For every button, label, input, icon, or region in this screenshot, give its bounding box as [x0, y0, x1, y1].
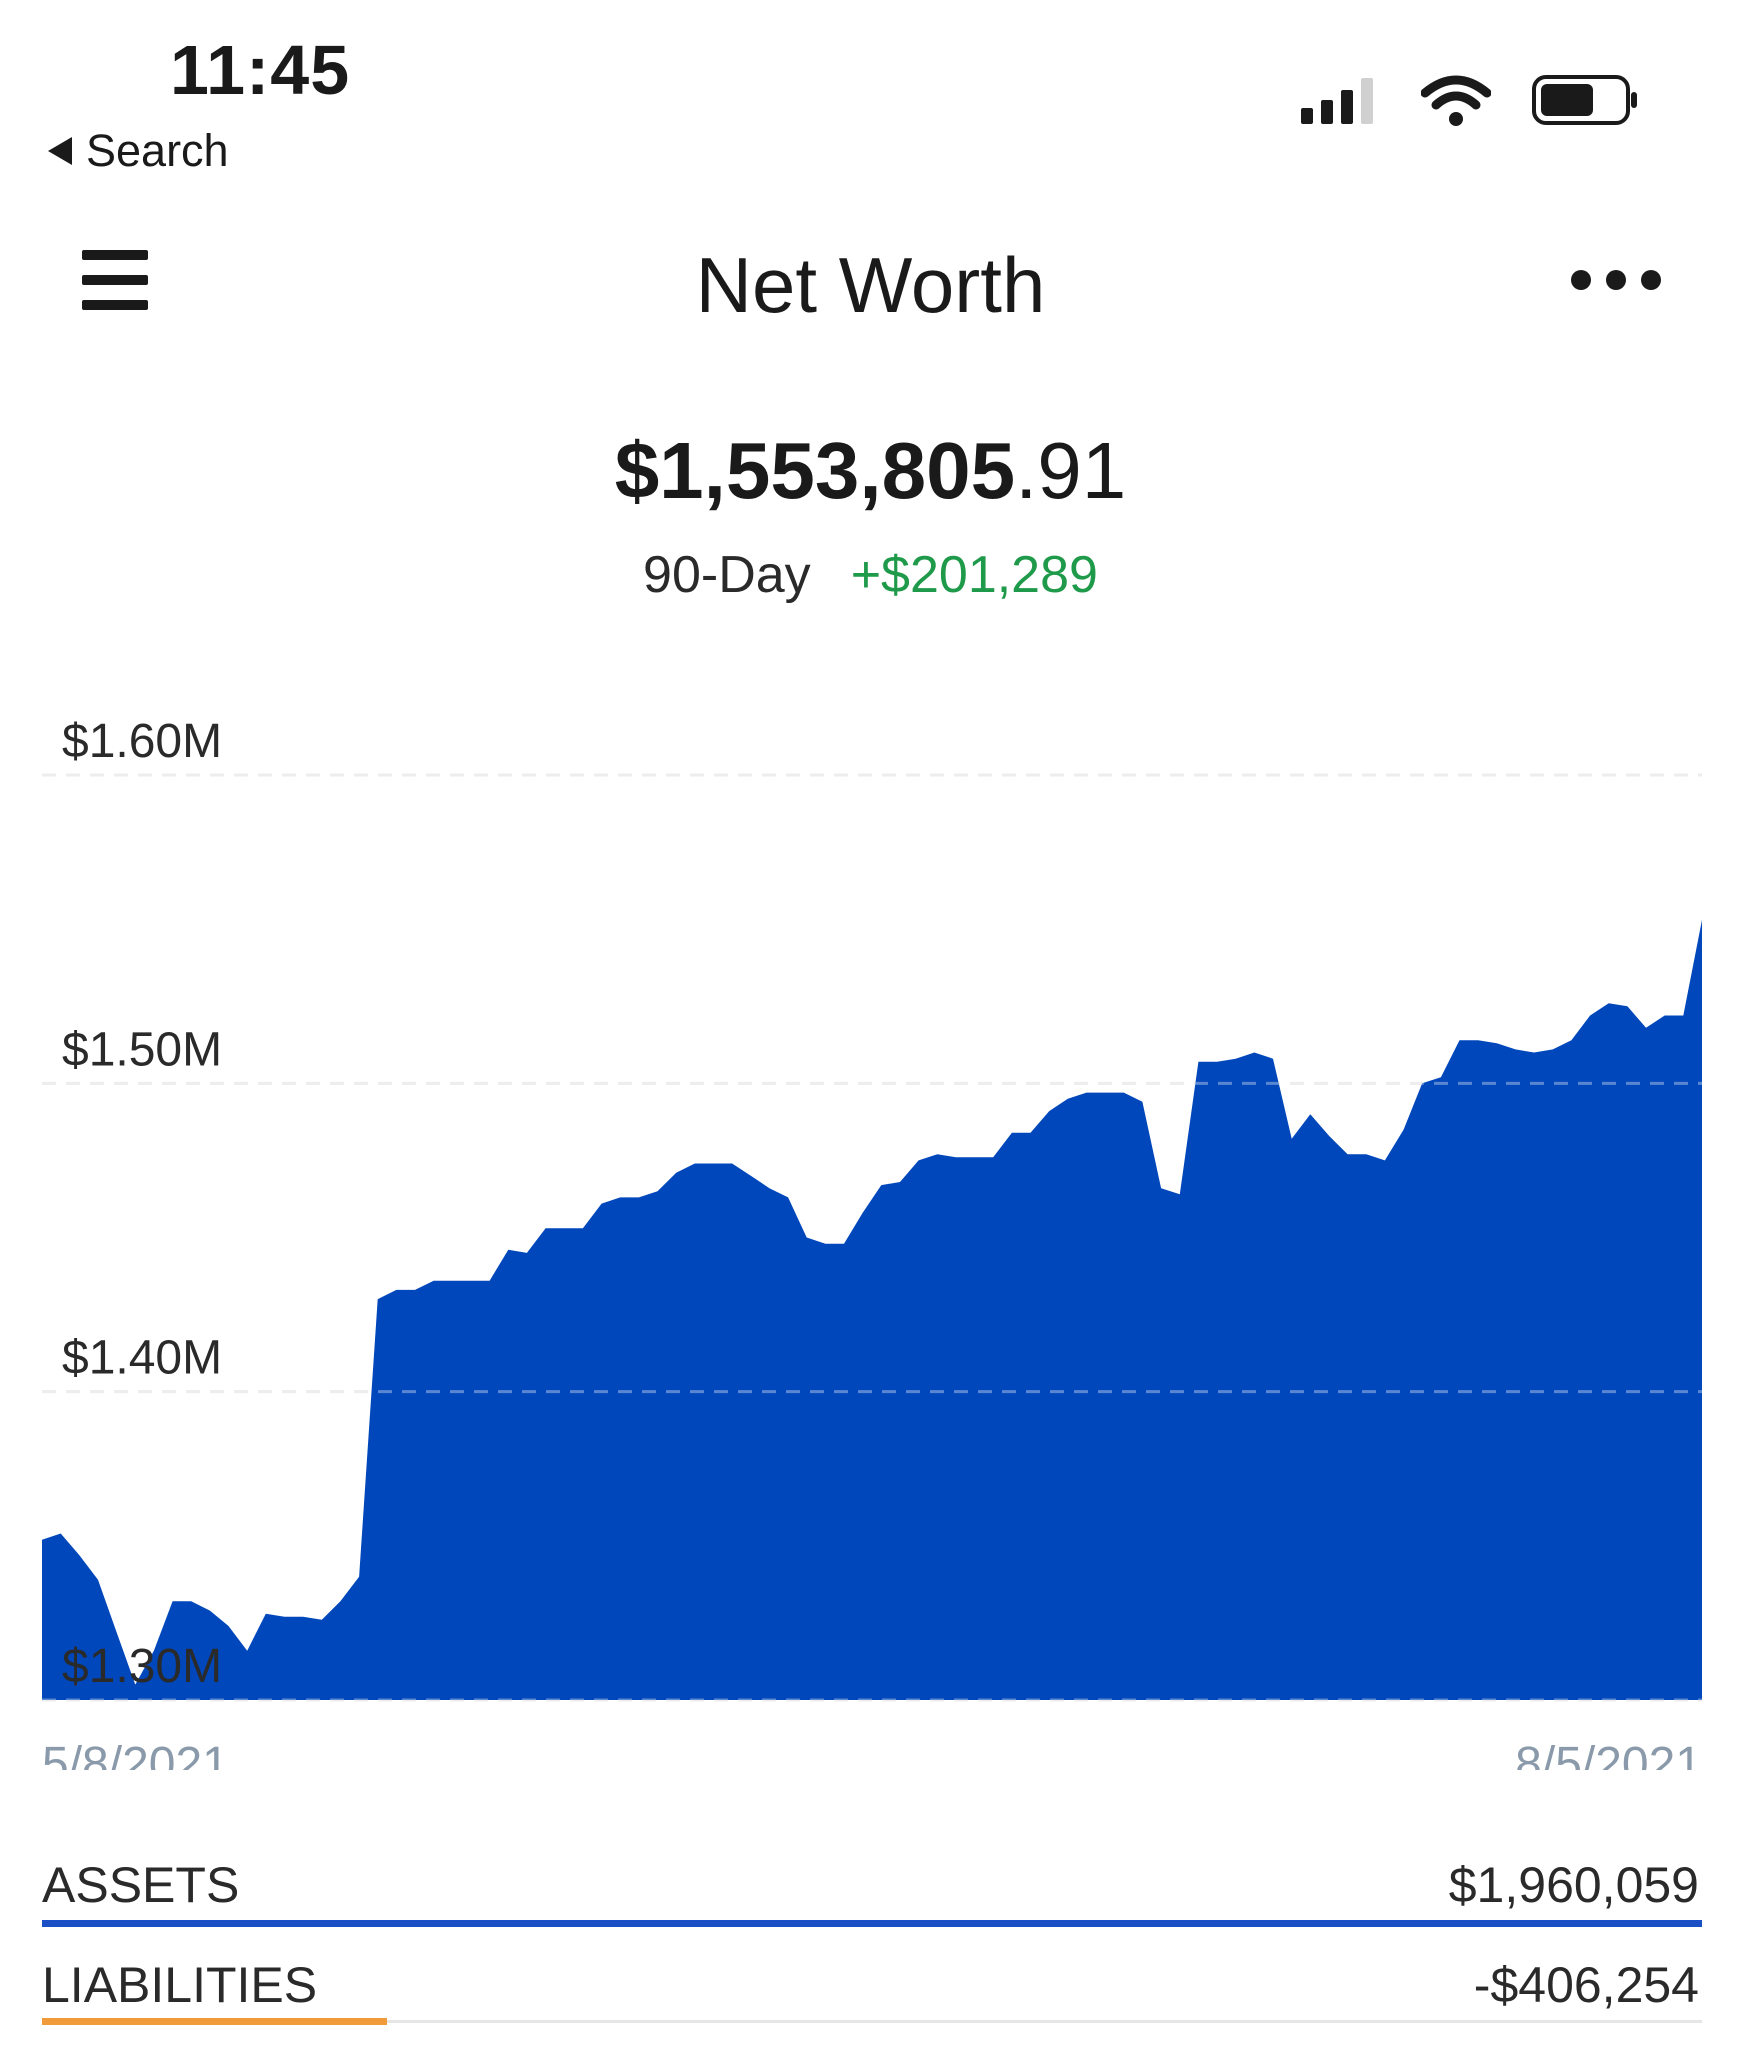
net-worth-cents: .91	[1015, 426, 1127, 515]
liabilities-row[interactable]: LIABILITIES -$406,254	[42, 1945, 1699, 2025]
assets-label: ASSETS	[42, 1857, 240, 1913]
status-time: 11:45	[170, 31, 351, 109]
back-arrow-icon	[48, 137, 72, 165]
wifi-icon	[1421, 75, 1491, 126]
assets-value: $1,960,059	[1448, 1857, 1699, 1913]
liabilities-value: -$406,254	[1473, 1957, 1699, 2013]
more-options-icon[interactable]	[1571, 260, 1661, 300]
battery-icon	[1532, 75, 1637, 125]
y-axis-ticks: $1.60M $1.50M $1.40M $1.30M	[42, 715, 1702, 1702]
x-axis-end-label: 8/5/2021	[1515, 1738, 1702, 1770]
y-tick-label: $1.50M	[62, 1023, 222, 1076]
change-period-label: 90-Day	[643, 546, 811, 604]
net-worth-value: $1,553,805.91	[0, 425, 1741, 517]
cellular-signal-icon	[1301, 78, 1373, 124]
liabilities-track	[42, 2020, 1702, 2023]
net-worth-dollars: $1,553,805	[614, 426, 1016, 515]
net-worth-area	[42, 919, 1702, 1700]
back-link-label: Search	[86, 125, 229, 176]
liabilities-bar	[42, 2018, 387, 2025]
y-tick-label: $1.30M	[62, 1640, 222, 1693]
status-icons	[1301, 70, 1641, 130]
hamburger-menu-icon[interactable]	[82, 250, 148, 310]
back-to-search-link[interactable]: Search	[48, 125, 229, 177]
x-axis-start-label: 5/8/2021	[42, 1738, 229, 1770]
change-row[interactable]: 90-Day +$201,289	[0, 545, 1741, 605]
page-title: Net Worth	[695, 241, 1046, 329]
net-worth-chart[interactable]: $1.60M $1.50M $1.40M $1.30M 5/8/2021 8/5/20…	[0, 700, 1741, 1770]
y-tick-label: $1.60M	[62, 715, 222, 768]
y-tick-label: $1.40M	[62, 1332, 222, 1385]
assets-bar	[42, 1920, 1702, 1927]
change-amount: +$201,289	[850, 546, 1098, 604]
liabilities-label: LIABILITIES	[42, 1957, 318, 2013]
assets-row[interactable]: ASSETS $1,960,059	[42, 1845, 1699, 1925]
